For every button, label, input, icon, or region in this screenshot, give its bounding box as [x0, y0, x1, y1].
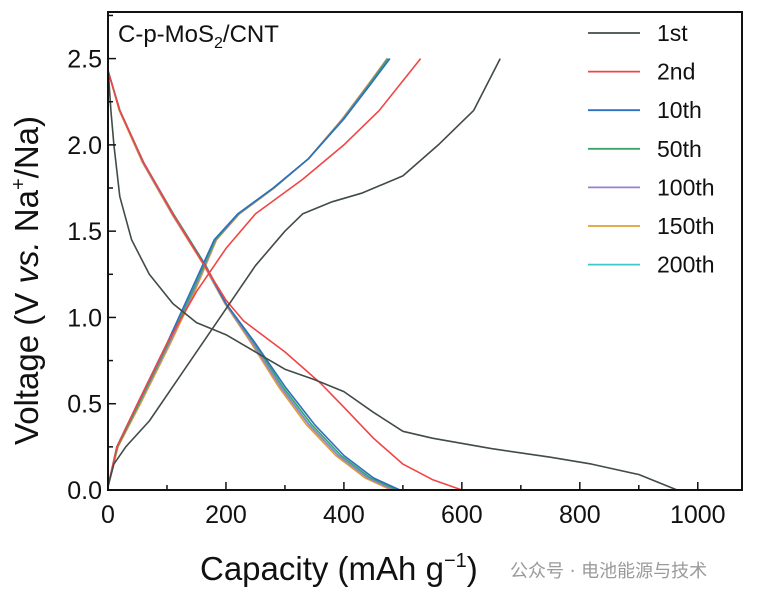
x-tick-label: 600	[441, 501, 483, 529]
y-tick-label: 1.5	[67, 218, 102, 246]
series-10th-charge-line	[107, 58, 391, 487]
legend-label-1st: 1st	[657, 20, 688, 46]
plot-frame	[107, 11, 743, 491]
legend-label-50th: 50th	[657, 136, 702, 162]
y-tick-label: 0.5	[67, 391, 102, 419]
y-tick-label: 0.0	[67, 477, 102, 505]
curves	[107, 58, 678, 491]
legend-label-200th: 200th	[657, 252, 715, 278]
series-50th-charge-line	[107, 58, 389, 487]
series-100th-charge-line	[107, 58, 389, 487]
legend-label-10th: 10th	[657, 97, 702, 123]
series-200th-discharge-line	[107, 70, 394, 491]
legend-label-100th: 100th	[657, 174, 715, 200]
x-tick-label: 200	[205, 501, 247, 529]
series-1st-discharge-line	[107, 67, 678, 491]
legend: 1st 2nd 10th 50th 100th 150th 200th	[588, 20, 715, 278]
legend-label-2nd: 2nd	[657, 59, 695, 85]
series-200th-charge-line	[107, 58, 390, 487]
series-150th-discharge-line	[107, 70, 392, 491]
series-50th-discharge-line	[107, 70, 398, 491]
y-tick-label: 2.5	[67, 46, 102, 74]
series-150th-charge-line	[107, 58, 388, 487]
series-2nd-discharge-line	[107, 70, 463, 491]
x-tick-label: 0	[101, 501, 115, 529]
series-2nd-charge-line	[107, 58, 422, 487]
y-axis-label: Voltage (V vs. Na+/Na)	[8, 116, 45, 445]
series-100th-discharge-line	[107, 70, 395, 491]
x-tick-label: 400	[323, 501, 365, 529]
y-tick-label: 1.0	[67, 304, 102, 332]
x-tick-label: 800	[559, 501, 601, 529]
annotation-label: C-p-MoS2/CNT	[118, 21, 279, 52]
legend-label-150th: 150th	[657, 213, 715, 239]
y-tick-label: 2.0	[67, 132, 102, 160]
ticks: 0 200 400 600 800 1000 0.0 0.5 1.0 1.5 2.0 2.5	[67, 14, 726, 529]
x-tick-label: 1000	[670, 501, 726, 529]
x-axis-label: Capacity (mAh g−1)	[200, 550, 478, 587]
watermark: 公众号 · 电池能源与技术	[510, 561, 708, 582]
series-1st-charge-line	[107, 58, 501, 487]
